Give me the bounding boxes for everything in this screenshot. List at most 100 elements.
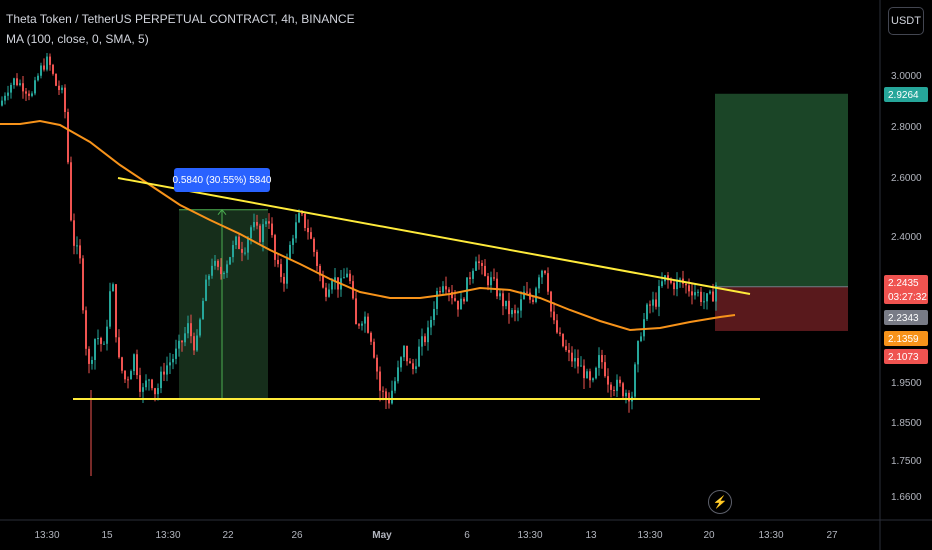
measure-label: 0.5840 (30.55%) 5840 xyxy=(173,168,271,192)
candle-body xyxy=(703,301,705,303)
candle-body xyxy=(91,359,93,364)
y-tick-label: 2.4000 xyxy=(891,232,922,243)
candle-body xyxy=(7,92,9,96)
candle-body xyxy=(181,340,183,343)
stop-zone xyxy=(715,286,848,331)
candle-body xyxy=(298,213,300,223)
candle-body xyxy=(25,91,27,94)
price-badge-label: 2.1073 xyxy=(888,352,919,363)
candle-body xyxy=(145,380,147,388)
y-tick-label: 1.8500 xyxy=(891,418,922,429)
candle-body xyxy=(544,270,546,274)
candle-body xyxy=(595,367,597,379)
candle-body xyxy=(196,335,198,351)
candle-body xyxy=(241,248,243,253)
candle-body xyxy=(556,320,558,333)
candle-body xyxy=(112,284,114,292)
candle-body xyxy=(469,277,471,279)
candle-body xyxy=(451,291,453,299)
candle-body xyxy=(103,343,105,345)
candle-body xyxy=(316,251,318,266)
candle-body xyxy=(253,222,255,228)
candle-body xyxy=(286,258,288,284)
candle-body xyxy=(484,265,486,277)
price-badges: 2.9264 2.2435 03:27:32 2.2343 2.1359 2.1073 xyxy=(884,87,928,364)
candle-body xyxy=(82,258,84,311)
candle-body xyxy=(169,362,171,366)
candle-body xyxy=(487,276,489,286)
candle-body xyxy=(367,316,369,333)
price-badge xyxy=(884,349,928,364)
candle-body xyxy=(496,278,498,297)
candle-body xyxy=(130,371,132,380)
candle-body xyxy=(466,277,468,302)
candle-body xyxy=(322,275,324,288)
candle-body xyxy=(22,83,24,92)
candle-body xyxy=(379,371,381,391)
candle-body xyxy=(193,336,195,351)
candle-body xyxy=(46,56,48,70)
candle-body xyxy=(583,365,585,379)
candle-body xyxy=(676,279,678,290)
candle-body xyxy=(136,354,138,376)
candle-body xyxy=(319,265,321,276)
candle-body xyxy=(223,272,225,275)
candle-body xyxy=(535,288,537,302)
candle-body xyxy=(262,224,264,243)
candle-body xyxy=(61,87,63,91)
x-tick-label: 13:30 xyxy=(637,530,662,541)
candle-body xyxy=(601,355,603,363)
candle-body xyxy=(172,358,174,363)
x-tick-label: 22 xyxy=(222,530,234,541)
lightning-icon[interactable]: ⚡ xyxy=(708,490,732,514)
currency-button[interactable]: USDT xyxy=(888,7,924,35)
candle-body xyxy=(187,323,189,334)
x-tick-label: 13:30 xyxy=(155,530,180,541)
candle-body xyxy=(673,282,675,290)
candle-body xyxy=(76,245,78,247)
candle-body xyxy=(652,299,654,306)
candle-body xyxy=(646,304,648,320)
y-tick-label: 1.9500 xyxy=(891,378,922,389)
candle-body xyxy=(331,280,333,290)
indicator-legend[interactable]: MA (100, close, 0, SMA, 5) xyxy=(6,32,149,46)
candle-body xyxy=(64,87,66,113)
candle-body xyxy=(259,225,261,243)
candle-body xyxy=(622,383,624,397)
candle-body xyxy=(478,261,480,264)
candle-body xyxy=(454,298,456,301)
candle-body xyxy=(643,319,645,337)
candle-body xyxy=(49,56,51,65)
candle-body xyxy=(301,213,303,215)
candle-body xyxy=(568,349,570,353)
candle-body xyxy=(94,339,96,360)
candle-body xyxy=(19,83,21,86)
candle-body xyxy=(16,78,18,86)
candle-body xyxy=(79,245,81,259)
candle-body xyxy=(385,391,387,400)
candle-body xyxy=(688,285,690,292)
candle-body xyxy=(154,388,156,395)
candle-body xyxy=(430,319,432,328)
price-badge xyxy=(884,310,928,325)
candle-body xyxy=(493,277,495,279)
candle-body xyxy=(619,379,621,384)
candle-body xyxy=(634,364,636,397)
candle-body xyxy=(463,298,465,302)
candle-body xyxy=(412,363,414,370)
candle-body xyxy=(283,276,285,284)
candle-body xyxy=(403,345,405,358)
candle-body xyxy=(592,378,594,381)
candle-body xyxy=(589,371,591,381)
candle-body xyxy=(472,270,474,279)
x-tick-label: 13:30 xyxy=(758,530,783,541)
candle-body xyxy=(658,286,660,307)
candle-body xyxy=(421,336,423,347)
candle-body xyxy=(274,235,276,260)
candle-body xyxy=(577,358,579,367)
price-badge-label: 2.2435 xyxy=(888,278,919,289)
candle-body xyxy=(256,222,258,226)
candle-body xyxy=(133,354,135,372)
